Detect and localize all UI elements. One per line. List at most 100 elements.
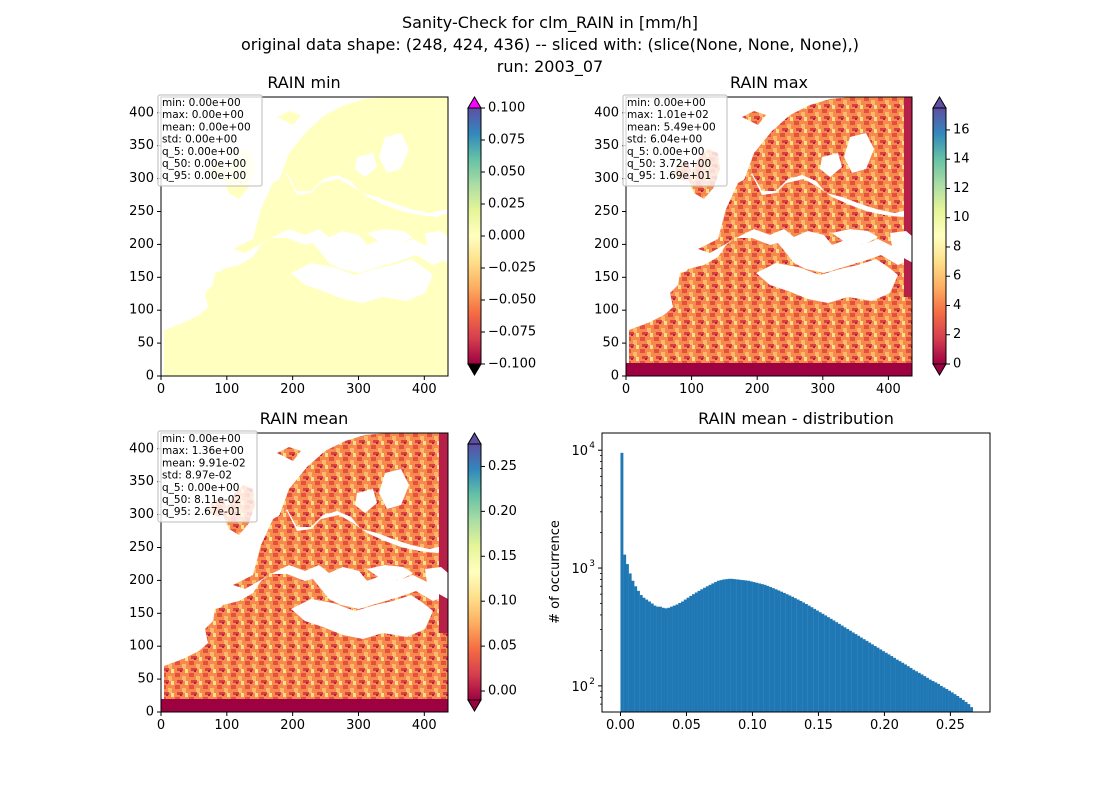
colorbar-tick-label: 0.100 — [488, 101, 525, 116]
y-tick-exponent: 4 — [589, 441, 595, 451]
histogram-bar — [832, 620, 836, 712]
histogram-bar — [843, 627, 847, 712]
y-tick-label: 0 — [611, 369, 619, 384]
histogram-bar — [915, 671, 918, 712]
rain-max-colorbar: 0 2 4 6 8 10 12 14 16 — [932, 96, 970, 376]
histogram-bar — [766, 585, 770, 712]
stats-line: mean: 0.00e+00 — [162, 121, 251, 133]
histogram-bar — [634, 586, 638, 712]
panel-rain-min: RAIN min 0 100 200 300 400 0 50 100 150 200 250 30… — [129, 73, 536, 397]
histogram-bar — [700, 589, 704, 712]
histogram-bar — [736, 579, 739, 712]
x-tick-label: 100 — [214, 382, 239, 397]
x-tick-label: 400 — [876, 382, 901, 397]
histogram-bar — [956, 696, 960, 712]
histogram-bar — [873, 645, 877, 712]
colorbar-tick-label: 0.20 — [488, 504, 517, 519]
histogram-bar — [824, 615, 828, 712]
colorbar-gradient — [467, 443, 482, 701]
stats-line: min: 0.00e+00 — [627, 97, 706, 109]
histogram-bar — [859, 637, 863, 712]
x-tick-label: 0.10 — [738, 718, 767, 733]
histogram-bar — [648, 601, 651, 712]
histogram-bar — [672, 605, 676, 712]
x-tick-label: 100 — [679, 382, 704, 397]
histogram-bar — [926, 677, 929, 712]
x-tick-label: 0 — [157, 382, 165, 397]
colorbar-tick-label: 8 — [953, 239, 961, 254]
histogram-bar — [840, 625, 844, 712]
histogram-bar — [623, 554, 627, 712]
y-tick-label: 50 — [137, 672, 154, 687]
stats-line: std: 6.04e+00 — [627, 134, 702, 146]
x-tick-label: 200 — [280, 718, 305, 733]
y-tick-label: 10 — [571, 680, 588, 695]
histogram-bar — [890, 656, 894, 712]
rain-mean-title: RAIN mean — [260, 409, 349, 428]
histogram-bar — [727, 578, 731, 712]
colorbar-tick-label: −0.100 — [488, 357, 536, 372]
y-tick-label: 350 — [129, 474, 154, 489]
histogram-bar — [862, 639, 866, 712]
x-tick-label: 400 — [412, 382, 437, 397]
histogram-axes-frame — [601, 432, 991, 713]
rain-min-colorbar: −0.100 −0.075 −0.050 −0.025 0.000 0.025 0.050 0… — [467, 96, 536, 376]
histogram-bar — [961, 699, 965, 712]
histogram-bar — [901, 662, 905, 712]
histogram-bar — [747, 580, 751, 712]
histogram-bar — [953, 694, 957, 712]
y-tick-label: 200 — [594, 237, 619, 252]
y-tick-label: 50 — [137, 336, 154, 351]
histogram-bar — [639, 595, 643, 712]
y-tick-label: 350 — [129, 138, 154, 153]
histogram-bar — [719, 580, 723, 712]
colorbar-extend-top — [467, 432, 482, 445]
y-tick-label: 250 — [129, 204, 154, 219]
histogram-bar — [650, 603, 654, 712]
histogram-bar — [760, 584, 764, 712]
panel-rain-mean: RAIN mean 0 100 200 300 400 0 50 100 150 200 250 3… — [129, 409, 517, 733]
histogram-bar — [807, 605, 811, 712]
histogram-bar — [876, 647, 880, 712]
x-tick-label: 300 — [810, 382, 835, 397]
colorbar-tick-label: 0 — [953, 357, 961, 372]
histogram-bar — [771, 588, 775, 712]
y-tick-label: 250 — [129, 540, 154, 555]
histogram-bar — [970, 707, 973, 712]
histogram-bar — [865, 640, 869, 712]
colorbar-tick-label: 0.075 — [488, 133, 525, 148]
histogram-bar — [895, 659, 899, 712]
histogram-bar — [678, 602, 682, 712]
colorbar-tick-label: −0.075 — [488, 325, 536, 340]
histogram-bar — [904, 664, 907, 712]
y-tick-label: 10 — [571, 562, 588, 577]
histogram-bar — [711, 583, 715, 712]
histogram-bar — [686, 597, 690, 712]
y-tick-label: 0 — [146, 369, 154, 384]
x-tick-label: 0 — [622, 382, 630, 397]
histogram-bar — [884, 652, 888, 712]
histogram-bar — [826, 617, 830, 712]
stats-line: std: 0.00e+00 — [162, 134, 237, 146]
x-tick-label: 300 — [346, 718, 371, 733]
histogram-bar — [725, 579, 728, 712]
histogram-bar — [796, 599, 800, 712]
histogram-bar — [804, 604, 808, 712]
colorbar-tick-label: 2 — [953, 327, 961, 342]
histogram-bar — [697, 590, 701, 712]
histogram-bar — [813, 608, 817, 712]
histogram-bar — [923, 676, 927, 712]
y-tick-label: 10 — [571, 444, 588, 459]
colorbar-tick-label: 16 — [953, 122, 970, 137]
y-tick-label: 100 — [594, 303, 619, 318]
rain-max-x-axis: 0 100 200 300 400 — [622, 376, 901, 397]
histogram-bar — [846, 628, 850, 712]
colorbar-tick-label: 12 — [953, 181, 970, 196]
y-tick-label: 300 — [129, 507, 154, 522]
histogram-bar — [851, 632, 855, 712]
y-tick-exponent: 3 — [589, 559, 595, 569]
histogram-bar — [774, 589, 778, 712]
histogram-bars — [620, 452, 973, 712]
